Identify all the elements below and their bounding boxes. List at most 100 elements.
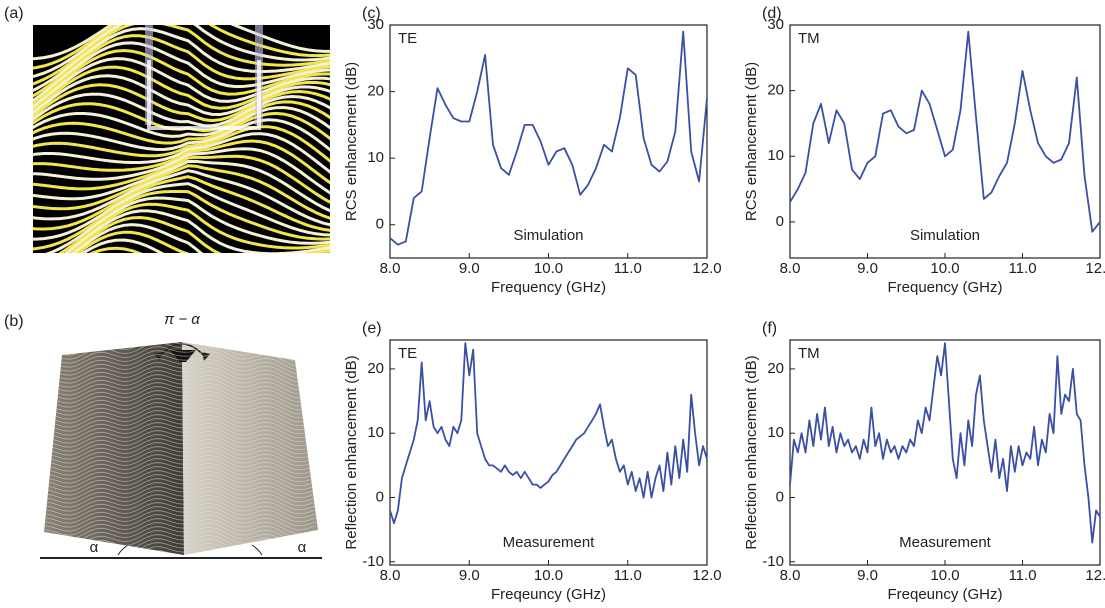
stripe — [182, 418, 317, 439]
stripe — [33, 27, 330, 92]
y-tick-label: 0 — [376, 488, 384, 505]
stripe — [182, 410, 317, 431]
x-tick-label: 11.0 — [1008, 260, 1036, 277]
panel-label: (c) — [362, 5, 381, 22]
angle-label: π − α — [164, 311, 200, 328]
panel-note: Simulation — [513, 227, 583, 244]
stripe — [71, 223, 330, 253]
stripe — [44, 366, 184, 387]
beam-path — [147, 60, 261, 130]
stripe — [44, 394, 184, 415]
stripe — [64, 209, 330, 253]
panel-label: (b) — [4, 313, 24, 330]
x-tick-label: 12.0 — [1085, 260, 1105, 277]
x-tick-label: 12.0 — [692, 567, 721, 584]
data-line — [389, 342, 708, 525]
stripe — [33, 65, 330, 113]
y-tick-label: 0 — [776, 488, 784, 505]
x-axis-label: Frequency (GHz) — [887, 279, 1002, 296]
stripe — [44, 418, 184, 439]
stripe — [44, 510, 184, 531]
stripe — [44, 522, 184, 543]
stripe — [182, 350, 317, 371]
x-tick-label: 9.0 — [459, 260, 480, 277]
stripe — [182, 426, 317, 447]
stripe — [182, 394, 317, 415]
y-tick-label: 20 — [767, 360, 784, 377]
stripe — [44, 478, 184, 499]
x-tick-label: 9.0 — [459, 567, 480, 584]
stripe — [182, 510, 317, 531]
x-axis-label: Frequency (GHz) — [491, 279, 606, 296]
stripe — [33, 125, 330, 163]
stripe — [44, 526, 184, 547]
panel-tag: TM — [798, 345, 820, 362]
stripe — [44, 498, 184, 519]
stripe — [182, 458, 317, 479]
stripe — [182, 502, 317, 523]
stripe — [182, 486, 317, 507]
stripe — [182, 498, 317, 519]
stripe — [33, 118, 330, 152]
stripe — [182, 454, 317, 475]
stripe — [44, 406, 184, 427]
stripe — [33, 154, 330, 204]
stripe — [33, 25, 330, 61]
x-tick-label: 12.0 — [692, 260, 721, 277]
stripe — [182, 530, 317, 551]
stripe — [44, 378, 184, 399]
y-tick-label: 20 — [367, 360, 384, 377]
stripe — [44, 358, 184, 379]
stripe — [44, 442, 184, 463]
y-axis-label: Reflection enhancement (dB) — [743, 355, 760, 549]
y-axis-label: Reflection enhancement (dB) — [343, 355, 360, 549]
panel-note: Measurement — [503, 534, 596, 551]
panel-label: (d) — [762, 5, 782, 22]
y-tick-label: 20 — [767, 82, 784, 99]
plot-frame — [389, 339, 708, 566]
x-tick-label: 10.0 — [534, 567, 563, 584]
stripe — [33, 34, 330, 98]
panel-note: Measurement — [899, 534, 992, 551]
stripe — [44, 506, 184, 527]
chart: (c) 8.0 9.0 10.0 11.0 12.0 0 10 20 30 Frequency (G… — [343, 5, 722, 296]
stripe — [44, 466, 184, 487]
stripe — [182, 374, 317, 395]
stripe — [182, 442, 317, 463]
stripe — [33, 139, 330, 185]
stripe — [44, 486, 184, 507]
stripe — [182, 398, 317, 419]
stripe — [182, 494, 317, 515]
sample-photo — [40, 342, 322, 594]
x-tick-label: 10.0 — [930, 260, 959, 277]
stripe — [40, 563, 316, 582]
y-tick-label: -10 — [762, 553, 784, 570]
y-tick-label: 10 — [367, 424, 384, 441]
stripe — [182, 438, 317, 459]
stripe — [44, 390, 184, 411]
stripe — [182, 434, 317, 455]
stripe — [182, 358, 317, 379]
stripe — [44, 426, 184, 447]
stripe — [182, 490, 317, 511]
stripe — [33, 147, 330, 195]
stripe — [40, 571, 316, 590]
stripe — [44, 446, 184, 467]
stripe — [44, 402, 184, 423]
x-axis-label: Freqeuncy (GHz) — [491, 586, 606, 603]
stripe — [182, 518, 317, 539]
stripe — [40, 575, 316, 594]
stripe — [182, 414, 317, 435]
panel-label: (e) — [362, 320, 382, 337]
stripe — [40, 559, 316, 578]
data-line — [789, 342, 1101, 544]
stripe — [44, 434, 184, 455]
stripe — [182, 462, 317, 483]
stripe — [33, 182, 330, 241]
x-tick-label: 8.0 — [780, 567, 801, 584]
y-tick-label: 10 — [367, 149, 384, 166]
data-line — [789, 30, 1101, 233]
stripe — [40, 571, 316, 590]
x-tick-label: 9.0 — [857, 260, 878, 277]
